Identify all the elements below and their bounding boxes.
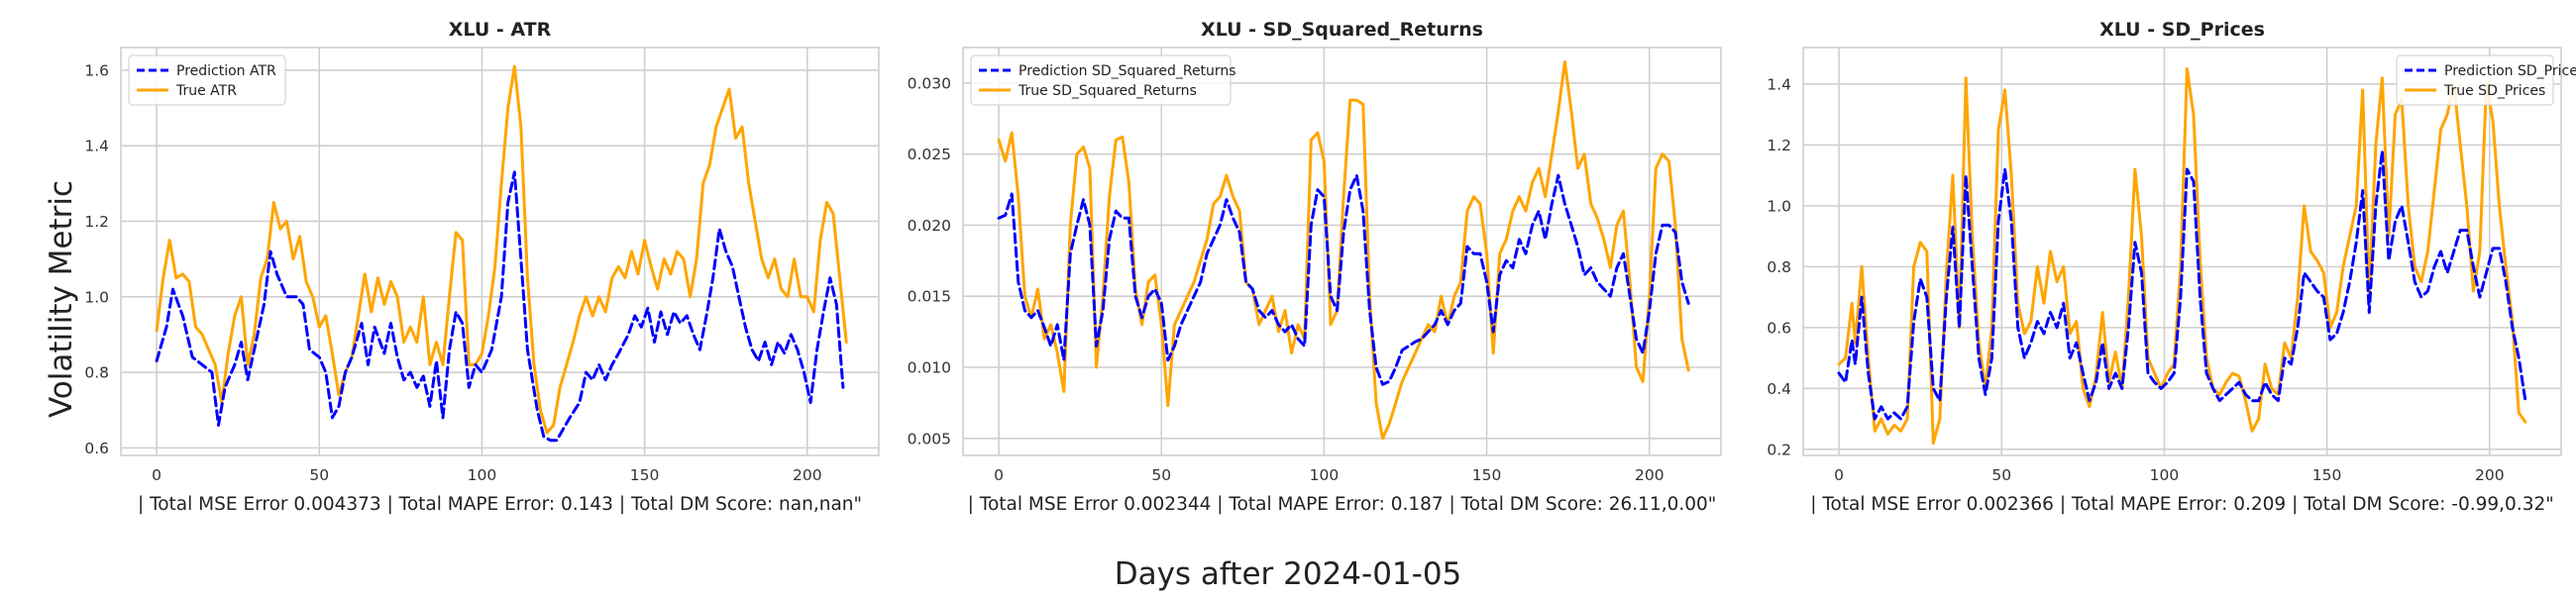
- y-tick-label: 0.6: [1767, 319, 1791, 337]
- y-tick-label: 1.6: [84, 61, 109, 79]
- y-tick-label: 0.4: [1767, 380, 1791, 398]
- legend-box: [2396, 54, 2554, 106]
- chart-metrics-label: | Total MSE Error 0.004373 | Total MAPE …: [138, 494, 862, 515]
- y-tick-label: 0.2: [1767, 441, 1791, 458]
- y-tick-label: 0.015: [908, 288, 951, 306]
- prediction-series-line: [1837, 150, 2527, 421]
- chart-title: XLU - ATR: [449, 19, 552, 41]
- y-tick-label: 0.6: [84, 440, 109, 457]
- true-series-line: [997, 59, 1690, 441]
- y-tick-label: 1.2: [1767, 137, 1791, 154]
- legend-entry: True ATR: [175, 83, 237, 99]
- legend-entry: Prediction SD_Squared_Returns: [1019, 63, 1236, 79]
- legend-box: [970, 54, 1232, 106]
- y-tick-label: 0.020: [908, 217, 951, 235]
- chart-title: XLU - SD_Squared_Returns: [1201, 19, 1483, 41]
- chart-panel-2: 0.005 0.010 0.015 0.020 0.025 0.030 0 50 100 150 2…: [908, 19, 1722, 515]
- true-series-line: [1837, 67, 2527, 446]
- legend-entry: True SD_Squared_Returns: [1018, 83, 1197, 99]
- x-tick-label: 50: [309, 466, 329, 484]
- x-tick-label: 150: [630, 466, 660, 484]
- legend: Prediction SD_Prices True SD_Prices: [2396, 54, 2576, 106]
- legend: Prediction SD_Squared_Returns True SD_Squ…: [970, 54, 1236, 106]
- figure-ylabel: Volatility Metric: [44, 180, 79, 418]
- plot-area: [120, 47, 880, 456]
- x-tick-label: 200: [1635, 466, 1664, 484]
- x-tick-label: 150: [2312, 466, 2342, 484]
- x-tick-label: 200: [793, 466, 822, 484]
- legend: Prediction ATR True ATR: [128, 54, 286, 106]
- chart-title: XLU - SD_Prices: [2099, 19, 2265, 41]
- chart-panel-3: 0.2 0.4 0.6 0.8 1.0 1.2 1.4 0 50 100 150 200 XLU - S…: [1767, 19, 2576, 515]
- chart-metrics-label: | Total MSE Error 0.002344 | Total MAPE …: [968, 494, 1717, 515]
- x-tick-label: 200: [2475, 466, 2505, 484]
- prediction-series-line: [155, 170, 845, 443]
- y-tick-label: 1.4: [84, 138, 109, 155]
- y-tick-label: 0.030: [908, 74, 951, 92]
- x-tick-label: 150: [1472, 466, 1502, 484]
- x-tick-label: 50: [1151, 466, 1171, 484]
- y-tick-label: 0.025: [908, 146, 951, 163]
- prediction-series-line: [997, 173, 1690, 386]
- x-tick-label: 0: [152, 466, 161, 484]
- y-tick-label: 0.8: [84, 364, 109, 382]
- legend-entry: True SD_Prices: [2443, 83, 2545, 99]
- x-tick-label: 0: [1834, 466, 1844, 484]
- y-tick-label: 0.8: [1767, 258, 1791, 276]
- figure-xlabel: Days after 2024-01-05: [1115, 556, 1462, 592]
- chart-metrics-label: | Total MSE Error 0.002366 | Total MAPE …: [1810, 494, 2554, 515]
- x-tick-label: 0: [994, 466, 1004, 484]
- x-tick-label: 100: [468, 466, 497, 484]
- y-tick-label: 1.2: [84, 213, 109, 231]
- x-tick-label: 100: [1310, 466, 1340, 484]
- y-tick-label: 0.005: [908, 430, 951, 448]
- legend-box: [128, 54, 286, 106]
- y-tick-label: 1.0: [84, 288, 109, 306]
- legend-entry: Prediction ATR: [176, 63, 276, 79]
- y-tick-label: 0.010: [908, 358, 951, 376]
- true-series-line: [155, 64, 848, 435]
- chart-panel-1: 0.6 0.8 1.0 1.2 1.4 1.6 0 50 100 150 200 XLU - ATR |…: [84, 19, 880, 515]
- legend-entry: Prediction SD_Prices: [2444, 63, 2576, 79]
- x-tick-label: 50: [1991, 466, 2011, 484]
- y-tick-label: 1.0: [1767, 197, 1791, 215]
- x-tick-label: 100: [2150, 466, 2180, 484]
- y-tick-label: 1.4: [1767, 75, 1791, 93]
